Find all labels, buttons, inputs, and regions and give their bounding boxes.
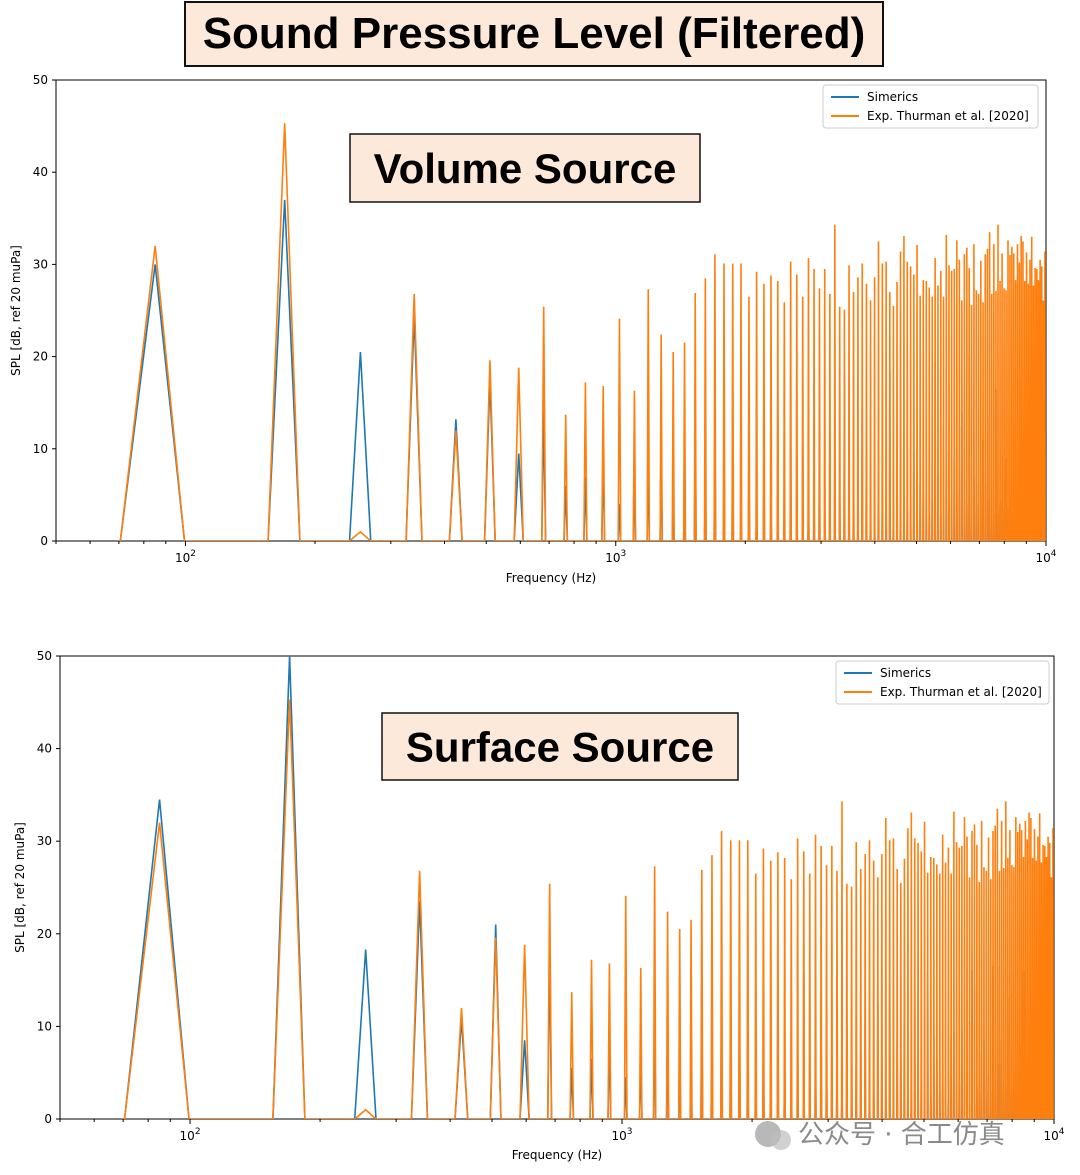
spl-chart-1: 0 10 20 30 40 50 102 103 104 Frequency (Hz) SPL [d… <box>9 73 1057 585</box>
x-tick-label: 103 <box>612 1127 633 1143</box>
x-tick-label: 104 <box>1043 1127 1064 1143</box>
legend: Simerics Exp. Thurman et al. [2020] <box>822 84 1039 129</box>
inset-label-box <box>381 712 739 781</box>
y-tick-label: 50 <box>33 73 48 87</box>
inset-label: Surface Source <box>381 712 739 781</box>
y-tick-label: 30 <box>37 834 52 848</box>
y-axis-label: SPL [dB, ref 20 muPa] <box>9 245 23 376</box>
x-tick-label: 103 <box>605 549 626 565</box>
y-axis-label: SPL [dB, ref 20 muPa] <box>13 822 27 953</box>
y-tick-label: 0 <box>40 534 48 548</box>
legend-label: Exp. Thurman et al. [2020] <box>880 685 1042 699</box>
y-tick-label: 50 <box>37 649 52 663</box>
legend-label: Exp. Thurman et al. [2020] <box>867 109 1029 123</box>
x-axis-label: Frequency (Hz) <box>512 1148 603 1162</box>
watermark: 公众号 · 合工仿真 <box>755 1120 1005 1150</box>
series-line-experiment <box>122 699 1054 1119</box>
legend-box <box>822 84 1039 129</box>
y-tick-label: 20 <box>37 927 52 941</box>
x-tick-label: 104 <box>1035 549 1056 565</box>
watermark-text: 公众号 · 合工仿真 <box>798 1120 1005 1150</box>
inset-label-text: Surface Source <box>406 724 714 771</box>
x-axis-label: Frequency (Hz) <box>506 571 597 585</box>
y-tick-label: 30 <box>33 257 48 271</box>
legend-label: Simerics <box>880 666 931 680</box>
x-tick-label: 102 <box>180 1127 201 1143</box>
y-tick-label: 0 <box>44 1112 52 1126</box>
inset-label-box <box>349 133 701 203</box>
spl-chart-2: 0 10 20 30 40 50 102 103 104 Frequency (Hz) SPL [d… <box>13 649 1065 1162</box>
legend-label: Simerics <box>867 90 918 104</box>
legend: Simerics Exp. Thurman et al. [2020] <box>835 660 1050 705</box>
y-tick-label: 10 <box>37 1019 52 1033</box>
page-title: Sound Pressure Level (Filtered) <box>184 1 884 67</box>
y-tick-label: 10 <box>33 442 48 456</box>
y-tick-label: 40 <box>37 742 52 756</box>
series-line-experiment <box>118 123 1046 541</box>
y-tick-label: 40 <box>33 165 48 179</box>
inset-label-text: Volume Source <box>374 145 677 192</box>
y-tick-label: 20 <box>33 350 48 364</box>
wechat-icon-bubble <box>771 1130 791 1150</box>
inset-label: Volume Source <box>349 133 701 203</box>
x-tick-label: 102 <box>175 549 196 565</box>
legend-box <box>835 660 1050 705</box>
